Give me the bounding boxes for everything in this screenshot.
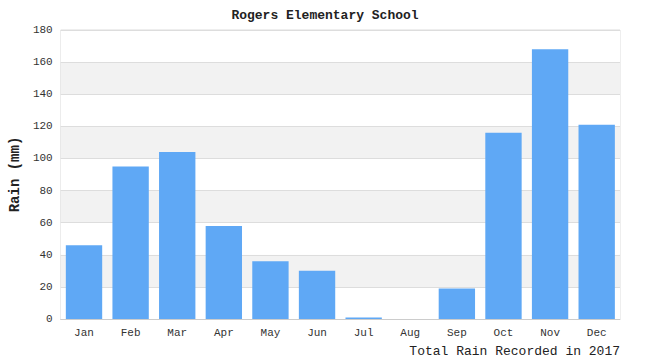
svg-text:Mar: Mar [167, 327, 187, 339]
svg-text:Rain (mm): Rain (mm) [7, 137, 23, 213]
svg-text:120: 120 [33, 120, 53, 132]
svg-text:100: 100 [33, 152, 53, 164]
svg-text:May: May [261, 327, 281, 339]
svg-text:160: 160 [33, 56, 53, 68]
svg-text:Jun: Jun [307, 327, 327, 339]
svg-text:0: 0 [46, 313, 53, 325]
svg-text:Dec: Dec [587, 327, 607, 339]
svg-text:40: 40 [40, 249, 53, 261]
svg-text:Apr: Apr [214, 327, 234, 339]
svg-text:Oct: Oct [494, 327, 514, 339]
svg-text:Jul: Jul [354, 327, 374, 339]
svg-text:Total Rain Recorded in 2017: Total Rain Recorded in 2017 [409, 344, 620, 359]
svg-text:Nov: Nov [540, 327, 560, 339]
svg-text:Sep: Sep [447, 327, 467, 339]
svg-text:Feb: Feb [121, 327, 141, 339]
svg-text:140: 140 [33, 88, 53, 100]
svg-text:Rogers Elementary School: Rogers Elementary School [231, 8, 418, 23]
svg-text:Aug: Aug [400, 327, 420, 339]
svg-text:80: 80 [40, 185, 53, 197]
svg-text:60: 60 [40, 217, 53, 229]
svg-text:20: 20 [40, 281, 53, 293]
svg-text:Jan: Jan [74, 327, 94, 339]
svg-text:180: 180 [33, 24, 53, 36]
